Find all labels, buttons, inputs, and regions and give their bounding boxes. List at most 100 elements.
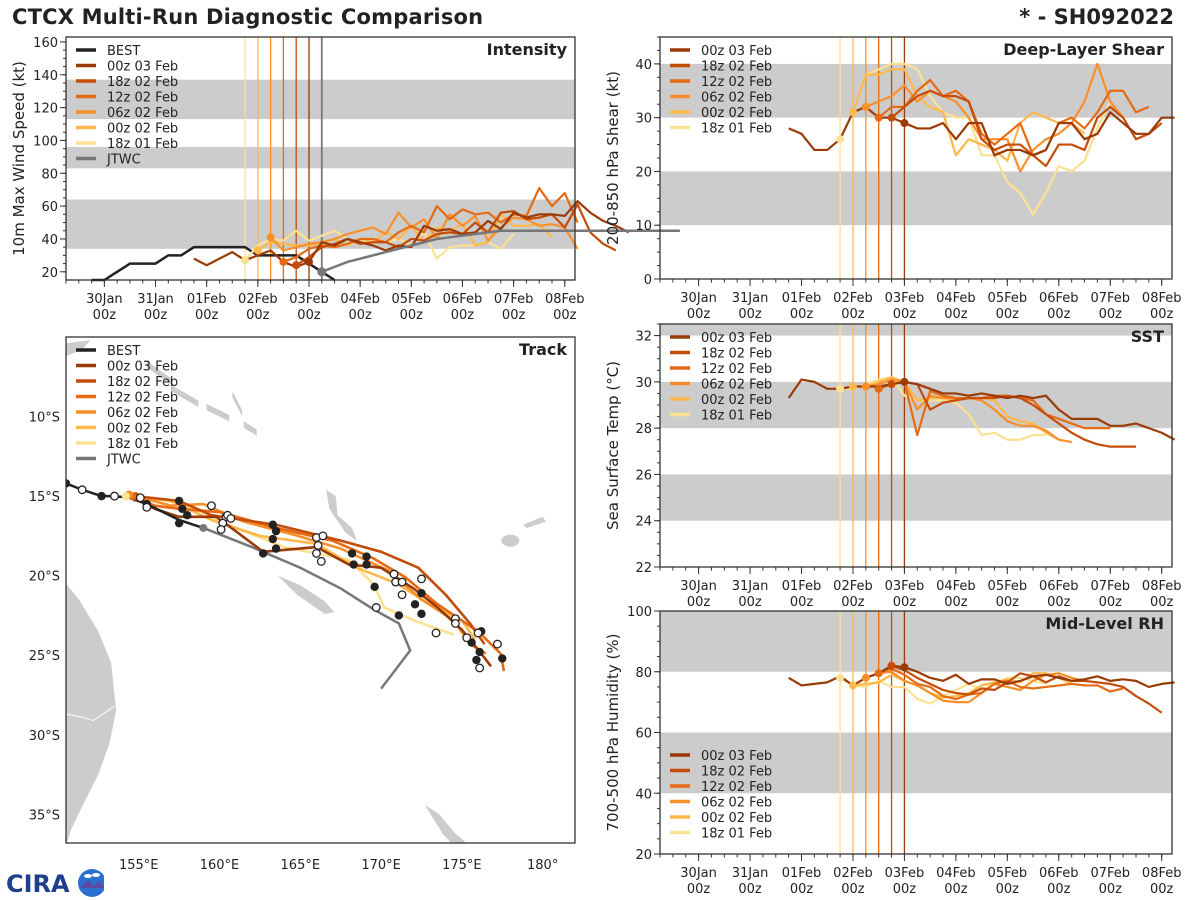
x-tick-label-hour: 00z xyxy=(790,882,814,897)
track-point-filled xyxy=(182,511,192,520)
y-axis-label: 700-500 hPa Humidity (%) xyxy=(604,633,622,831)
track-point-filled xyxy=(410,600,420,609)
x-tick-label-date: 01Feb xyxy=(187,292,227,307)
x-tick-label-hour: 00z xyxy=(1150,595,1174,610)
init-marker xyxy=(241,256,250,265)
y-tick-label: 160 xyxy=(33,36,58,51)
fiji-landmass xyxy=(501,534,520,547)
page-title: CTCX Multi-Run Diagnostic Comparison xyxy=(12,5,484,29)
storm-id: * - SH092022 xyxy=(1019,5,1174,29)
legend-label: 06z 02 Feb xyxy=(701,796,772,811)
legend-label: 00z 02 Feb xyxy=(107,422,178,437)
x-tick-label-hour: 00z xyxy=(195,308,219,323)
x-tick-label-hour: 00z xyxy=(1047,882,1071,897)
cira-logo-text: CIRA xyxy=(6,870,70,898)
x-tick-label-date: 30Jan xyxy=(86,292,123,307)
new-caledonia-landmass xyxy=(277,575,335,614)
legend-label: 18z 02 Feb xyxy=(107,375,178,390)
legend-label: 06z 02 Feb xyxy=(107,406,178,421)
map-frame xyxy=(65,336,576,844)
lon-tick-label: 165°E xyxy=(281,858,321,873)
x-tick-label-date: 04Feb xyxy=(936,291,976,306)
x-tick-label-hour: 00z xyxy=(553,308,577,323)
init-marker xyxy=(292,261,301,270)
x-tick-label-date: 08Feb xyxy=(1142,579,1182,594)
y-tick-label: 120 xyxy=(33,102,58,117)
track-point-filled xyxy=(417,588,426,598)
legend-label: BEST xyxy=(107,344,140,359)
lat-tick-label: 30°S xyxy=(29,729,60,744)
legend-label: 00z 03 Feb xyxy=(107,360,178,375)
x-tick-label-date: 05Feb xyxy=(988,579,1028,594)
track-point-open xyxy=(313,540,323,550)
x-tick-label-date: 07Feb xyxy=(1090,866,1130,881)
track-point-filled xyxy=(370,582,379,592)
new-zealand-landmass xyxy=(424,804,467,843)
panel-title: Mid-Level RH xyxy=(1045,614,1164,633)
init-marker xyxy=(887,380,896,389)
legend-label: 00z 02 Feb xyxy=(701,811,772,826)
legend-label: 12z 02 Feb xyxy=(107,391,178,406)
init-marker xyxy=(874,384,883,393)
y-tick-label: 100 xyxy=(627,605,652,620)
lat-tick-label: 15°S xyxy=(29,490,60,505)
init-marker xyxy=(900,119,909,128)
legend-label: 06z 02 Feb xyxy=(701,91,772,106)
x-tick-label-date: 06Feb xyxy=(1039,866,1079,881)
y-tick-label: 32 xyxy=(635,330,652,345)
sst-chart: 22242628303230Jan00z31Jan00z01Feb00z02Fe… xyxy=(604,323,1182,610)
x-tick-label-hour: 00z xyxy=(687,882,711,897)
x-tick-label-hour: 00z xyxy=(1150,307,1174,322)
x-tick-label-hour: 00z xyxy=(996,595,1020,610)
track-point-filled xyxy=(174,496,184,506)
init-marker xyxy=(874,669,883,678)
lat-tick-label: 20°S xyxy=(29,570,60,585)
x-tick-label-date: 01Feb xyxy=(782,866,822,881)
lon-tick-label: 160°E xyxy=(200,858,240,873)
track-point-open xyxy=(397,577,407,587)
init-marker xyxy=(836,135,845,144)
x-tick-label-hour: 00z xyxy=(1150,882,1174,897)
track-point-filled xyxy=(362,560,371,569)
init-marker xyxy=(304,257,313,266)
track-line-06z-02-feb xyxy=(128,493,487,655)
y-axis-label: 10m Max Wind Speed (kt) xyxy=(10,61,28,256)
legend-label: BEST xyxy=(107,44,140,59)
x-tick-label-hour: 00z xyxy=(996,882,1020,897)
track-point-filled xyxy=(475,647,484,657)
shaded-band xyxy=(66,199,575,249)
x-tick-label-hour: 00z xyxy=(893,882,917,897)
jtwc-init-marker xyxy=(199,523,208,532)
x-tick-label-hour: 00z xyxy=(451,308,475,323)
lat-tick-label: 25°S xyxy=(29,649,60,664)
shear-chart: 01020304030Jan00z31Jan00z01Feb00z02Feb00… xyxy=(604,36,1181,322)
track-point-open xyxy=(431,628,441,638)
legend-label: 18z 01 Feb xyxy=(107,437,178,452)
legend-label: 18z 02 Feb xyxy=(107,75,178,90)
legend-label: 12z 02 Feb xyxy=(701,780,772,795)
map-layer xyxy=(66,340,546,843)
x-tick-label-hour: 00z xyxy=(348,308,372,323)
y-tick-label: 40 xyxy=(635,58,652,73)
y-tick-label: 20 xyxy=(41,266,58,281)
init-marker xyxy=(900,377,909,386)
shaded-band xyxy=(660,171,1172,226)
track-point-open xyxy=(371,603,381,612)
track-point-filled xyxy=(417,609,426,619)
track-point-filled xyxy=(347,549,357,558)
x-tick-label-date: 04Feb xyxy=(340,292,380,307)
legend-label: 18z 02 Feb xyxy=(701,765,772,780)
track-point-open xyxy=(473,628,483,638)
shaded-band xyxy=(660,324,1172,336)
y-tick-label: 22 xyxy=(635,561,652,576)
legend-label: 12z 02 Feb xyxy=(107,91,178,106)
x-tick-label-hour: 00z xyxy=(893,595,917,610)
australia-landmass xyxy=(66,583,117,843)
init-marker xyxy=(253,246,262,255)
shaded-band xyxy=(66,147,575,169)
legend-label: 18z 01 Feb xyxy=(107,137,178,152)
x-tick-label-date: 01Feb xyxy=(782,291,822,306)
x-tick-label-date: 08Feb xyxy=(545,292,585,307)
x-tick-label-date: 06Feb xyxy=(443,292,483,307)
legend-label: 12z 02 Feb xyxy=(701,75,772,90)
